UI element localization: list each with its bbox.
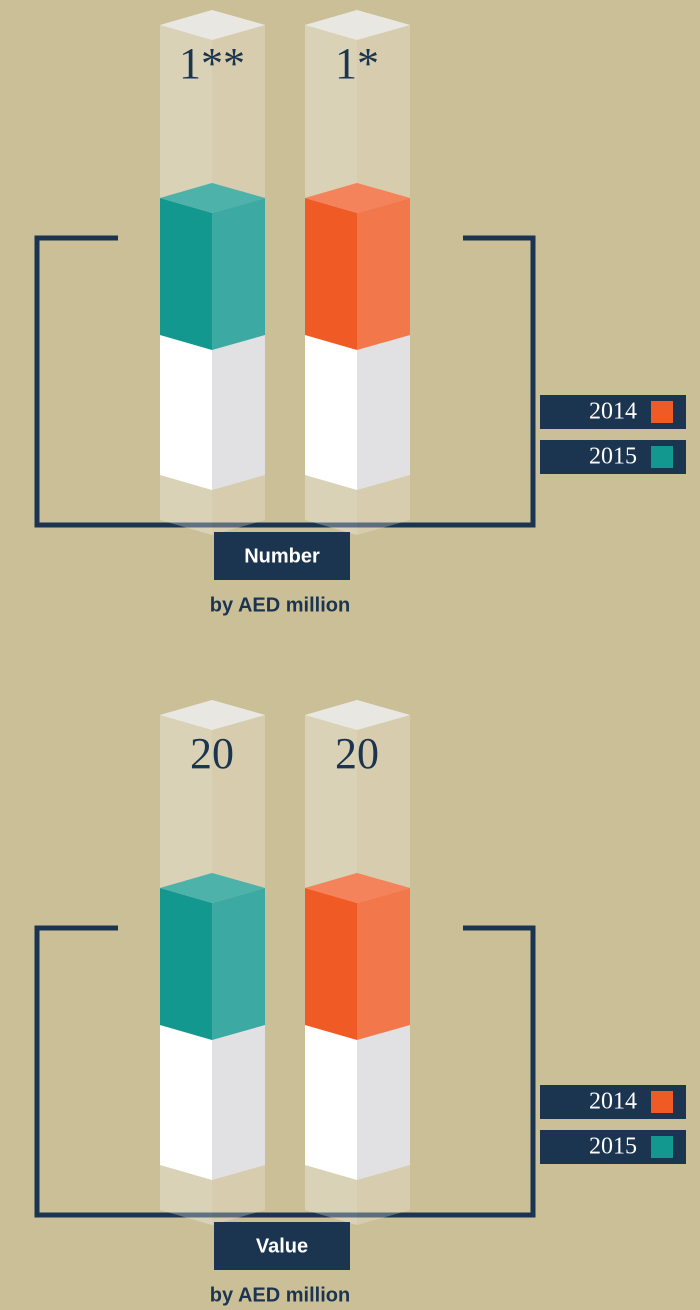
chart: 20 2015 20 2014 Value by AED million (34, 700, 686, 1306)
chart-subtitle: by AED million (210, 594, 350, 616)
prism-front (305, 888, 357, 1040)
column-cap (160, 10, 265, 40)
value-label: 20 (190, 729, 234, 778)
prism-side (357, 335, 410, 490)
bar (160, 873, 265, 1040)
prism-front (160, 335, 212, 490)
prism-side (357, 198, 410, 350)
prism-top (305, 700, 410, 730)
prism-side (212, 1025, 265, 1180)
prism-top (160, 10, 265, 40)
bar-top-shine (160, 183, 265, 213)
bracket (34, 925, 536, 1218)
bar-top-shine (305, 183, 410, 213)
column-cap (160, 700, 265, 730)
title-box (214, 1222, 350, 1270)
bar-side-shade (212, 198, 265, 350)
bar-side-shade (212, 888, 265, 1040)
bar-top-shine (305, 873, 410, 903)
prism-side (212, 888, 265, 1040)
prism-side (212, 335, 265, 490)
prism-side (357, 1025, 410, 1180)
prism-top (160, 700, 265, 730)
column-cap (305, 700, 410, 730)
value-label: 1** (179, 39, 245, 88)
chart-title: Value (256, 1235, 308, 1257)
chart: 1** 2015 1* 2014 Number by AED million (34, 10, 686, 616)
value-label: 20 (335, 729, 379, 778)
bar-side-shade (357, 198, 410, 350)
prism-top (160, 873, 265, 903)
legend-label: 2015 (589, 444, 637, 470)
prism-front (305, 1025, 357, 1180)
chart-title: Number (244, 545, 320, 567)
bar-top-shine (160, 873, 265, 903)
legend-label: 2014 (589, 1089, 637, 1115)
legend-label: 2014 (589, 399, 637, 425)
bar-side-shade (357, 888, 410, 1040)
prism-side (212, 198, 265, 350)
prism-front (160, 1025, 212, 1180)
value-label: 1* (335, 39, 379, 88)
legend-swatch (651, 1091, 673, 1113)
bracket (34, 235, 536, 528)
legend-label: 2015 (589, 1134, 637, 1160)
prism-front (305, 198, 357, 350)
legend-swatch (651, 1136, 673, 1158)
column-cap (305, 10, 410, 40)
prism-top (305, 873, 410, 903)
prism-top (160, 183, 265, 213)
prism-front (160, 888, 212, 1040)
bar (305, 183, 410, 350)
prism-side (357, 888, 410, 1040)
prism-top (305, 10, 410, 40)
prism-front (305, 335, 357, 490)
legend-swatch (651, 401, 673, 423)
chart-subtitle: by AED million (210, 1284, 350, 1306)
bar (305, 873, 410, 1040)
title-box (214, 532, 350, 580)
bar (160, 183, 265, 350)
prism-front (160, 198, 212, 350)
legend-swatch (651, 446, 673, 468)
prism-top (305, 183, 410, 213)
